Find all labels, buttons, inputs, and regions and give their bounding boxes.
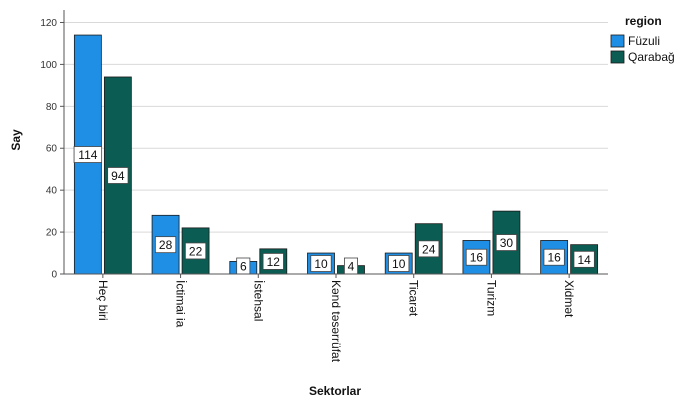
legend: region Füzuli Qarabağ: [610, 14, 675, 64]
data-label: 6: [240, 260, 247, 274]
legend-title: region: [625, 14, 662, 28]
data-label: 24: [422, 242, 436, 256]
x-tick-label: Kənd təsərrüfat: [329, 280, 343, 363]
data-label: 12: [267, 255, 281, 269]
legend-label: Qarabağ: [628, 50, 675, 64]
data-label: 14: [577, 253, 591, 267]
data-labels: 114 94 28 22 6 12 10 4 10 24 16 30 16 14: [73, 146, 595, 275]
data-label: 16: [470, 251, 484, 265]
data-label-box: [107, 167, 129, 184]
legend-swatch: [610, 50, 625, 64]
data-label-box: [418, 240, 440, 258]
x-tick-label: Ticarət: [407, 280, 421, 317]
y-tick-label: 40: [46, 186, 58, 197]
legend-label: Füzuli: [628, 34, 660, 48]
y-tick-label: 100: [40, 60, 57, 71]
x-tick-label: Turizm: [484, 280, 498, 316]
y-tick-label: 80: [46, 102, 58, 113]
data-label-box: [543, 248, 565, 266]
y-tick-label: 0: [51, 270, 57, 281]
y-tick-label: 20: [46, 228, 58, 239]
bars: [73, 34, 599, 275]
grid-lines: [64, 21, 608, 233]
legend-swatch: [610, 34, 625, 48]
data-label: 114: [78, 148, 97, 162]
data-label: 22: [189, 244, 203, 258]
data-label: 10: [392, 257, 406, 271]
y-tick-label: 120: [40, 18, 57, 29]
data-label: 28: [159, 238, 173, 252]
legend-items: Füzuli Qarabağ: [610, 34, 675, 64]
x-tick-label: İctimai ia: [174, 280, 188, 328]
data-label: 30: [500, 236, 514, 250]
x-tick-label: İstehsal: [251, 280, 265, 321]
data-label-box: [310, 255, 332, 272]
data-label-box: [388, 255, 410, 272]
data-label: 16: [547, 251, 561, 265]
data-label-box: [495, 234, 518, 251]
y-tick-label: 60: [46, 144, 58, 155]
data-label: 4: [348, 260, 355, 274]
data-label-box: [465, 248, 488, 266]
x-tick-label: Heç biri: [96, 280, 110, 321]
y-axis-title: Say: [9, 129, 23, 151]
data-label-box: [154, 236, 177, 254]
data-label-box: [73, 146, 103, 163]
data-label: 94: [111, 169, 125, 183]
data-label: 10: [314, 257, 328, 271]
x-tick-label: Xidmət: [562, 280, 576, 318]
axes: 0 20 40 60 80 100 120 Heç biri İctimai ia İstehsa…: [40, 10, 608, 363]
data-label-box: [262, 253, 284, 270]
x-axis-title: Sektorlar: [309, 384, 361, 398]
data-label-box: [184, 242, 207, 260]
data-label-box: [573, 250, 595, 268]
